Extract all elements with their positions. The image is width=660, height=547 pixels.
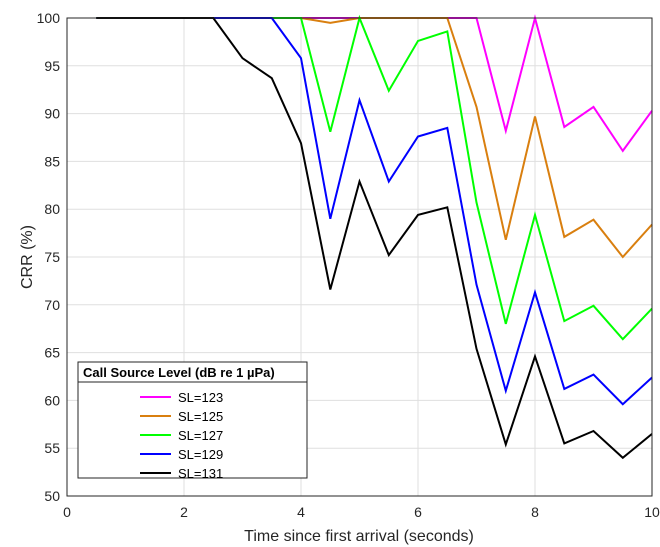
legend-entry-label: SL=125 (178, 409, 223, 424)
y-tick-label: 55 (44, 440, 60, 456)
y-tick-label: 80 (44, 201, 60, 217)
legend-entry-label: SL=129 (178, 447, 223, 462)
y-tick-label: 50 (44, 488, 60, 504)
legend-entry-label: SL=131 (178, 466, 223, 481)
y-tick-labels: 50 55 60 65 70 75 80 85 90 95 100 (37, 10, 61, 504)
y-axis-label: CRR (%) (19, 225, 36, 289)
y-tick-label: 90 (44, 106, 60, 122)
plot-frame (66, 17, 653, 497)
x-tick-label: 0 (63, 504, 71, 520)
x-axis-label: Time since first arrival (seconds) (244, 528, 474, 545)
x-tick-label: 4 (297, 504, 305, 520)
legend-title-box (77, 361, 308, 383)
legend-entry-label: SL=123 (178, 390, 223, 405)
legend-items: SL=123 SL=125 SL=127 SL=129 SL=131 (140, 390, 223, 481)
x-tick-label: 8 (531, 504, 539, 520)
y-tick-label: 95 (44, 58, 60, 74)
y-tick-label: 65 (44, 345, 60, 361)
y-tick-label: 85 (44, 153, 60, 169)
y-tick-label: 60 (44, 392, 60, 408)
legend-entry-label: SL=127 (178, 428, 223, 443)
x-tick-labels: 0 2 4 6 8 10 (63, 504, 660, 520)
y-tick-label: 100 (37, 10, 61, 26)
legend: Call Source Level (dB re 1 µPa) SL=123SL… (77, 361, 308, 481)
x-tick-label: 2 (180, 504, 188, 520)
legend-title: Call Source Level (dB re 1 µPa) (83, 365, 275, 380)
x-tick-label: 6 (414, 504, 422, 520)
x-tick-label: 10 (644, 504, 660, 520)
y-tick-label: 75 (44, 249, 60, 265)
y-tick-label: 70 (44, 297, 60, 313)
